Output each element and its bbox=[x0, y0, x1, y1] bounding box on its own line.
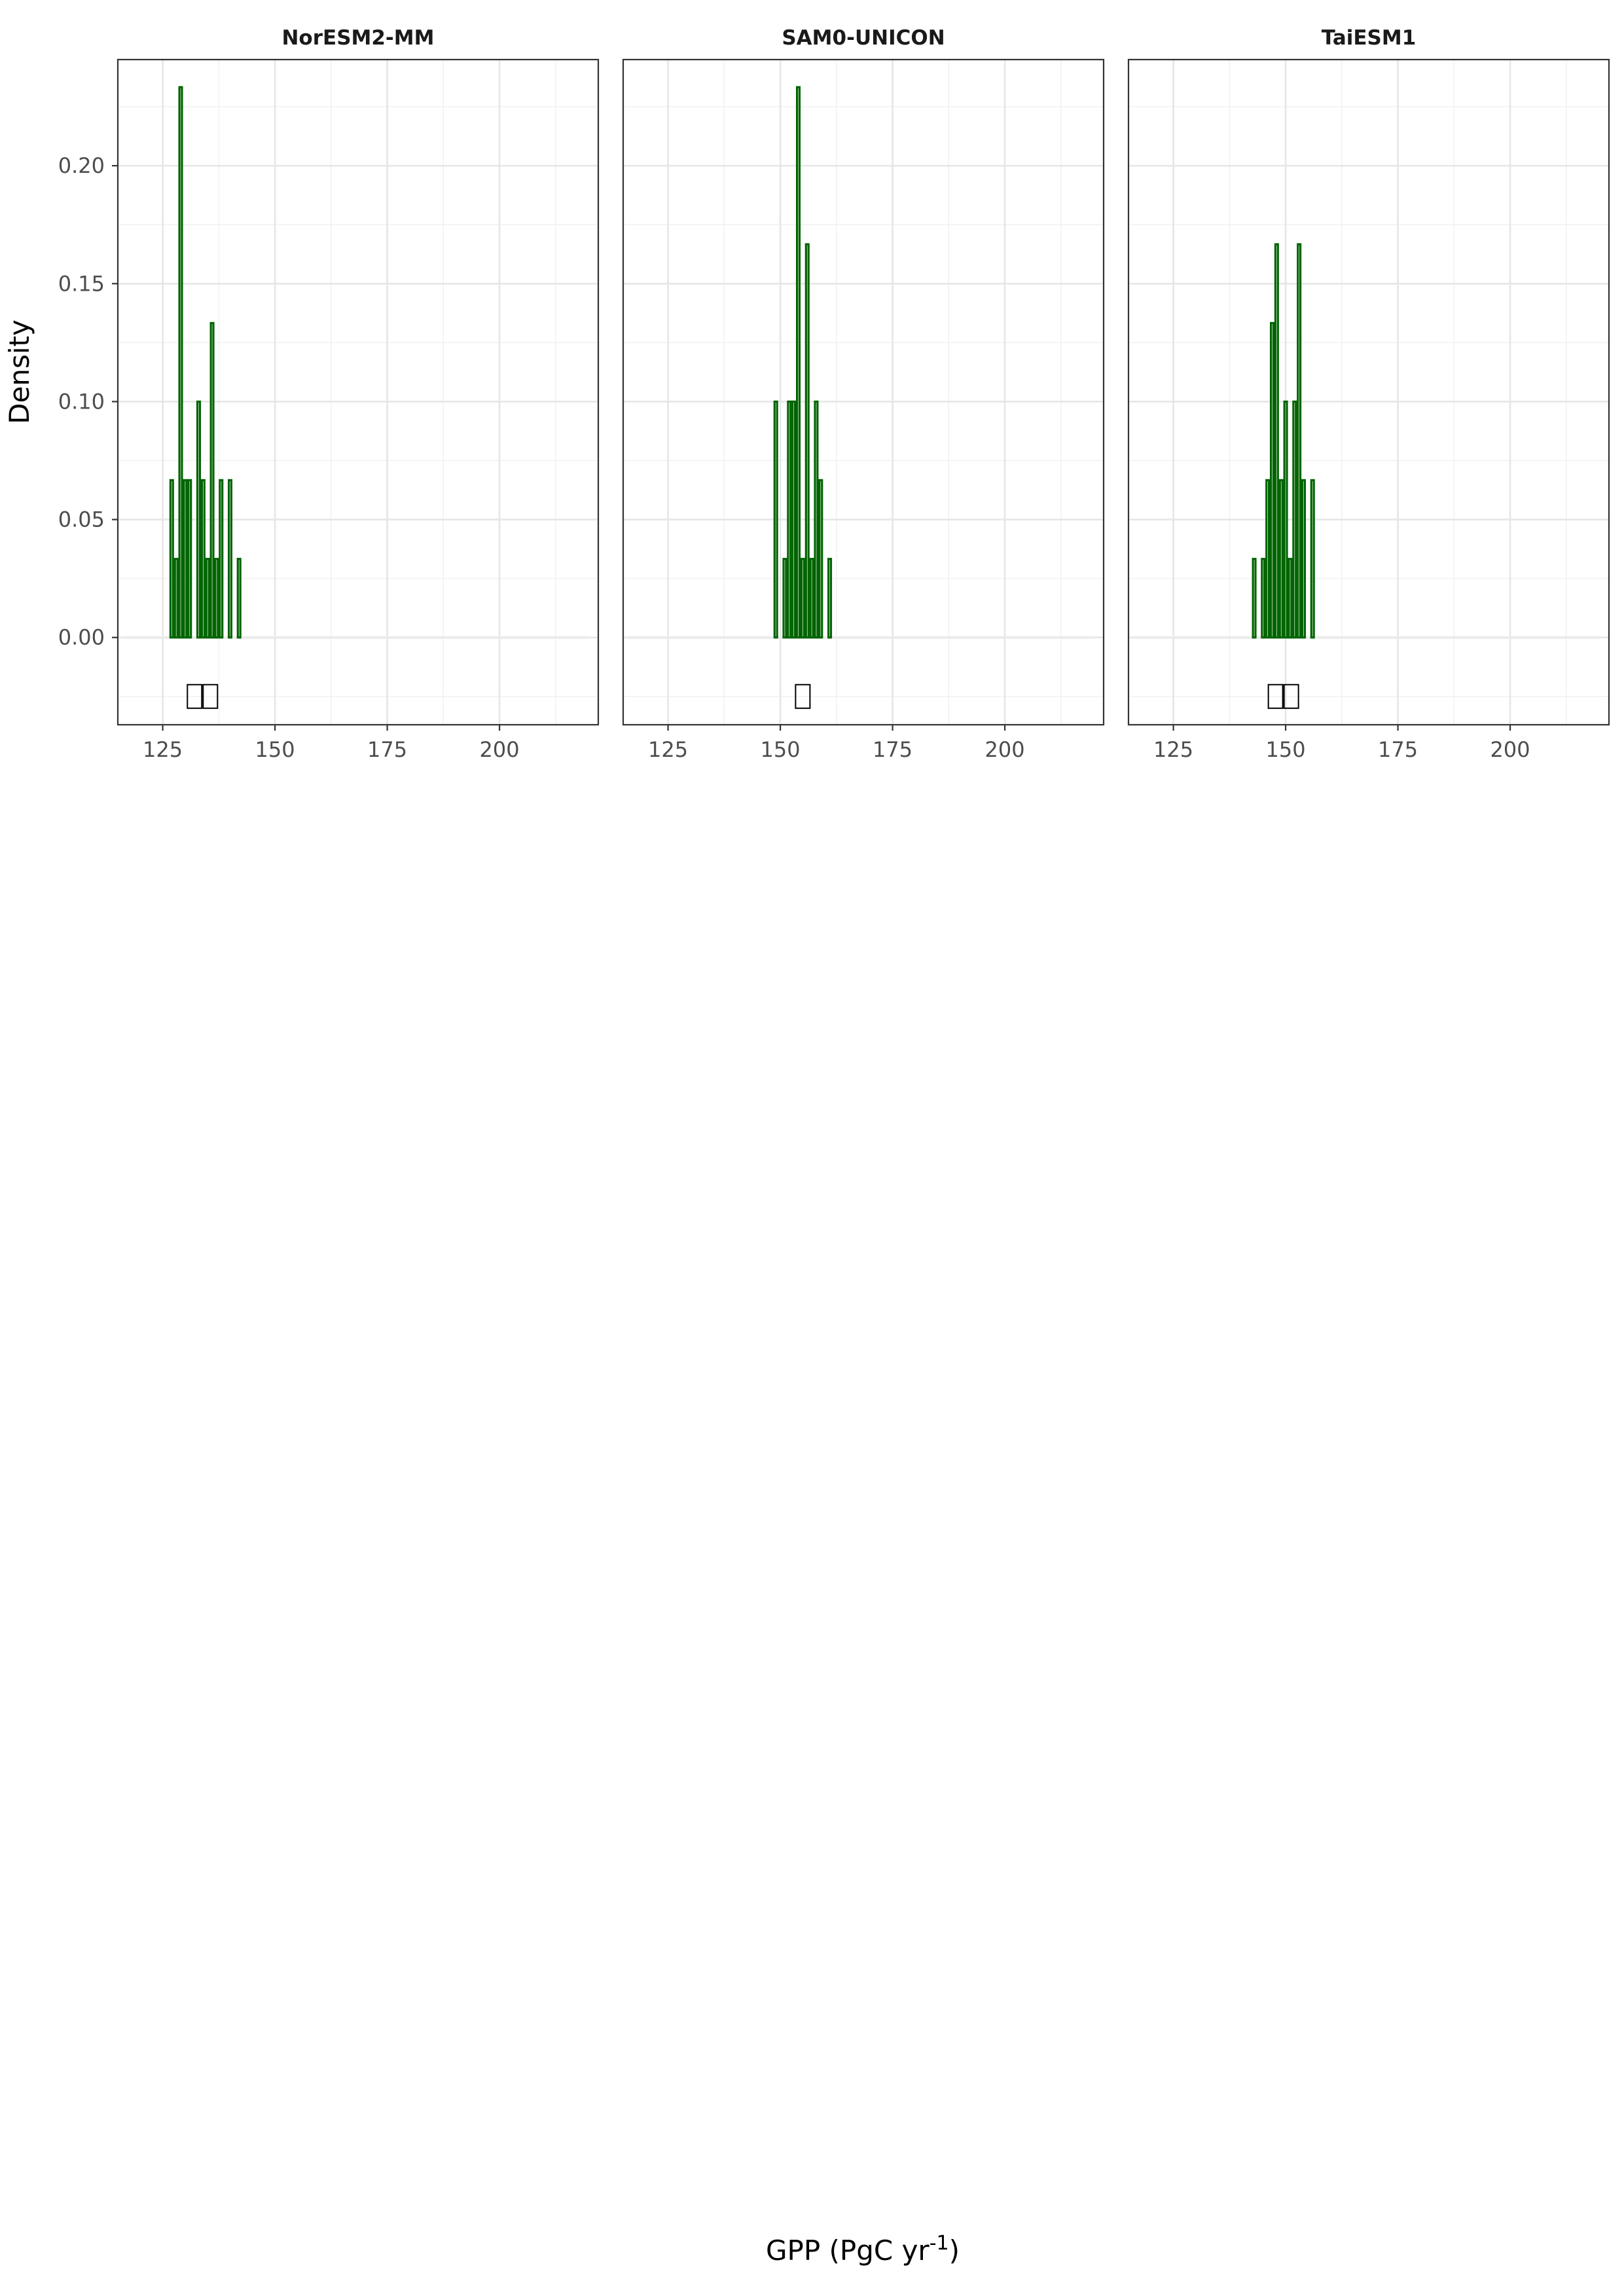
unrendered-glyph-boxes bbox=[1267, 683, 1299, 709]
histogram-bars bbox=[627, 86, 1095, 639]
histogram-bar bbox=[1265, 479, 1271, 639]
panel-border bbox=[117, 58, 600, 726]
histogram-bar bbox=[173, 558, 179, 639]
histogram-bars bbox=[122, 86, 590, 639]
x-tick-label: 125 bbox=[143, 737, 183, 762]
histogram-bar bbox=[200, 479, 206, 639]
x-tick-label: 175 bbox=[367, 737, 407, 762]
x-axis-title-main: GPP (PgC yr bbox=[766, 2234, 929, 2267]
histogram-bar bbox=[1278, 479, 1284, 639]
histogram-bar bbox=[214, 558, 219, 639]
x-axis-title-superscript: -1 bbox=[929, 2232, 949, 2255]
missing-glyph-box bbox=[795, 683, 811, 709]
y-tick-label: 0.05 bbox=[58, 507, 105, 532]
histogram-bar bbox=[205, 558, 210, 639]
histogram-bar bbox=[209, 321, 215, 639]
x-tick-label: 175 bbox=[873, 737, 912, 762]
histogram-bar bbox=[818, 479, 823, 639]
histogram-bar bbox=[1292, 400, 1297, 639]
panel-taiesm1: TaiESM1 125 150 175 200 bbox=[1127, 26, 1610, 762]
unrendered-glyph-boxes bbox=[187, 683, 219, 709]
panel-border bbox=[622, 58, 1105, 726]
histogram-bar bbox=[236, 558, 242, 639]
histogram-bar bbox=[1283, 400, 1288, 639]
missing-glyph-box bbox=[1283, 683, 1299, 709]
x-tick-label: 200 bbox=[985, 737, 1025, 762]
x-tick-label: 150 bbox=[1266, 737, 1306, 762]
histogram-bar bbox=[183, 479, 188, 639]
histogram-bar bbox=[1297, 243, 1302, 639]
x-axis: 125 150 175 200 bbox=[648, 725, 1025, 762]
y-axis-title: Density bbox=[3, 319, 35, 424]
missing-glyph-box bbox=[187, 683, 203, 709]
y-axis: 0.00 0.05 0.10 0.15 0.20 bbox=[58, 153, 118, 650]
y-tick-label: 0.15 bbox=[58, 271, 105, 296]
x-axis: 125 150 175 200 bbox=[1153, 725, 1530, 762]
x-tick-label: 200 bbox=[1490, 737, 1530, 762]
histogram-bar bbox=[827, 558, 833, 639]
histogram-bar bbox=[1269, 321, 1275, 639]
x-tick-label: 150 bbox=[761, 737, 801, 762]
x-tick-label: 125 bbox=[648, 737, 688, 762]
unrendered-glyph-boxes bbox=[795, 683, 811, 709]
x-axis: 125 150 175 200 bbox=[143, 725, 520, 762]
histogram-bar bbox=[219, 479, 224, 639]
histogram-bars bbox=[1132, 243, 1600, 639]
histogram-bar bbox=[178, 86, 183, 639]
histogram-bar bbox=[196, 400, 202, 639]
missing-glyph-box bbox=[202, 683, 219, 709]
panel-sam0-unicon: SAM0-UNICON 125 150 175 200 bbox=[622, 26, 1105, 762]
panel-title: SAM0-UNICON bbox=[782, 26, 945, 50]
histogram-bar bbox=[800, 558, 805, 639]
y-tick-label: 0.10 bbox=[58, 389, 105, 414]
y-tick-label: 0.20 bbox=[58, 153, 105, 178]
y-tick-label: 0.00 bbox=[58, 625, 105, 650]
panel-title: NorESM2-MM bbox=[281, 26, 434, 50]
x-tick-label: 175 bbox=[1378, 737, 1418, 762]
x-axis-title-close: ) bbox=[949, 2234, 960, 2267]
histogram-bar bbox=[227, 479, 233, 639]
histogram-bar bbox=[187, 479, 192, 639]
histogram-bar bbox=[1288, 558, 1293, 639]
histogram-bar bbox=[1261, 558, 1266, 639]
x-tick-label: 150 bbox=[255, 737, 295, 762]
histogram-bar bbox=[804, 243, 810, 639]
panel-grid bbox=[1128, 60, 1609, 725]
histogram-bar bbox=[773, 400, 778, 639]
x-axis-title: GPP (PgC yr-1) bbox=[766, 2232, 960, 2267]
histogram-bar bbox=[1252, 558, 1257, 639]
histogram-bar bbox=[1301, 479, 1307, 639]
histogram-bar bbox=[796, 86, 801, 639]
panel-grid bbox=[623, 60, 1104, 725]
missing-glyph-box bbox=[1267, 683, 1284, 709]
panel-noresm2-mm: NorESM2-MM 125 150 175 200 bbox=[117, 26, 600, 762]
histogram-bar bbox=[1274, 243, 1279, 639]
x-tick-label: 200 bbox=[480, 737, 520, 762]
histogram-bar bbox=[814, 400, 819, 639]
histogram-bar bbox=[782, 558, 787, 639]
x-tick-label: 125 bbox=[1153, 737, 1193, 762]
histogram-bar bbox=[809, 558, 814, 639]
panel-border bbox=[1127, 58, 1610, 726]
histogram-bar bbox=[169, 479, 174, 639]
histogram-bar bbox=[791, 400, 797, 639]
panel-title: TaiESM1 bbox=[1322, 26, 1416, 50]
histogram-bar bbox=[787, 400, 792, 639]
histogram-bar bbox=[1310, 479, 1315, 639]
